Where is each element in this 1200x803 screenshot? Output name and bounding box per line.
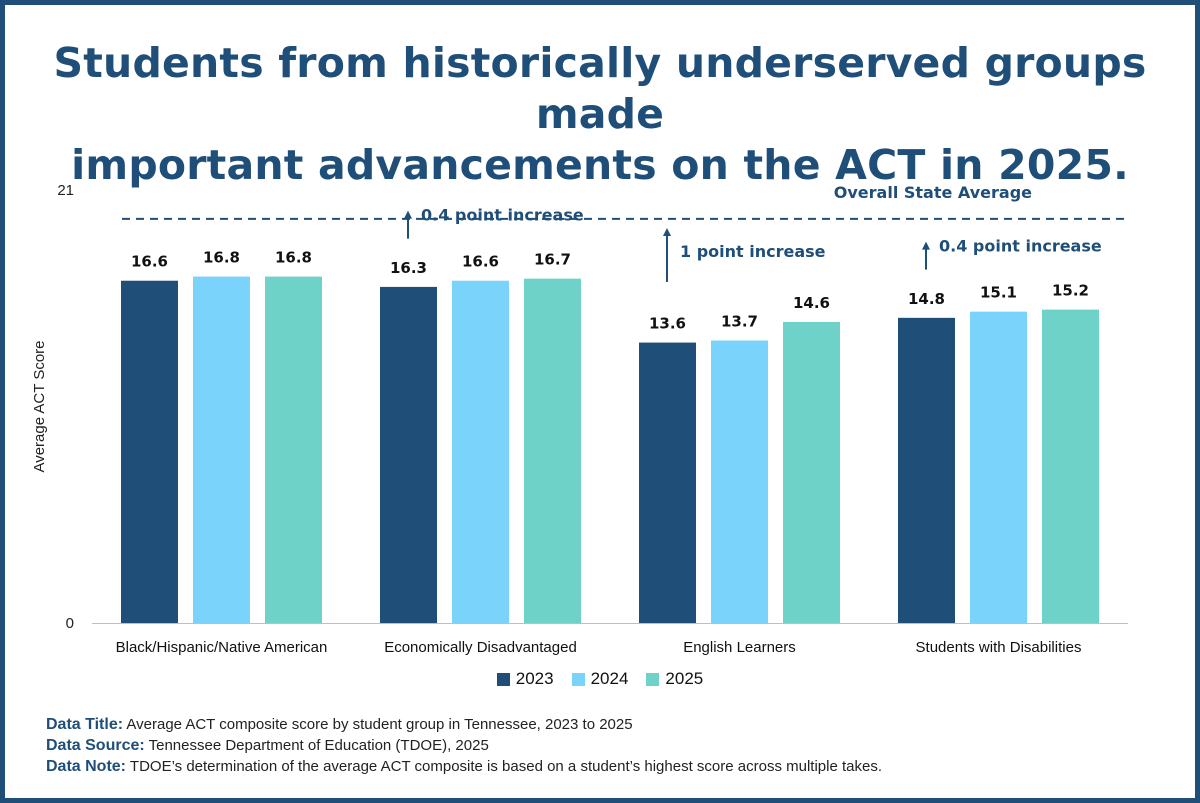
bar-value-label-2024-1: 16.6	[462, 253, 499, 271]
bar-value-label-2025-1: 16.7	[534, 251, 571, 269]
data-source-label: Data Source:	[46, 737, 145, 754]
data-note-row: Data Note: TDOE’s determination of the a…	[46, 756, 1166, 777]
bar-2023-2	[639, 342, 696, 623]
chart-legend: 2023 2024 2025	[0, 669, 1200, 689]
title-line-1: Students from historically underserved g…	[53, 39, 1147, 138]
bar-2024-0	[193, 276, 250, 623]
bar-value-label-2023-1: 16.3	[390, 259, 427, 277]
data-source-row: Data Source: Tennessee Department of Edu…	[46, 735, 1166, 756]
legend-item-2024: 2024	[571, 669, 629, 689]
bar-value-label-2025-0: 16.8	[275, 249, 312, 267]
bar-value-label-2024-2: 13.7	[721, 313, 758, 331]
bar-2023-0	[121, 280, 178, 623]
annotation-label-2: 0.4 point increase	[939, 237, 1102, 256]
data-note-label: Data Note:	[46, 758, 127, 775]
legend-swatch-2025	[646, 672, 660, 686]
data-footer: Data Title: Average ACT composite score …	[46, 714, 1166, 777]
state-average-label: Overall State Average	[834, 183, 1032, 202]
annotation-arrow-head-0	[404, 210, 412, 219]
bar-value-label-2023-3: 14.8	[908, 290, 945, 308]
data-title-label: Data Title:	[46, 716, 124, 733]
bar-value-label-2025-2: 14.6	[793, 294, 830, 312]
bar-2025-0	[265, 276, 322, 623]
y-tick-label-max: 21	[57, 182, 74, 199]
y-axis-label: Average ACT Score	[31, 340, 48, 472]
data-title-row: Data Title: Average ACT composite score …	[46, 714, 1166, 735]
category-label-1: Economically Disadvantaged	[384, 639, 577, 656]
legend-item-2023: 2023	[496, 669, 554, 689]
bar-2024-3	[970, 311, 1027, 623]
legend-swatch-2023	[496, 672, 510, 686]
category-label-2: English Learners	[683, 639, 796, 656]
bar-2024-2	[711, 340, 768, 623]
data-note-text: TDOE’s determination of the average ACT …	[129, 758, 882, 775]
bar-value-label-2024-0: 16.8	[203, 249, 240, 267]
title-line-2: important advancements on the ACT in 202…	[71, 141, 1129, 189]
bar-value-label-2023-0: 16.6	[131, 253, 168, 271]
legend-item-2025: 2025	[646, 669, 703, 689]
annotation-arrow-head-2	[922, 241, 930, 250]
annotation-label-0: 0.4 point increase	[421, 206, 584, 225]
annotation-label-1: 1 point increase	[680, 242, 826, 261]
bar-2025-2	[783, 321, 840, 623]
bar-2023-3	[898, 317, 955, 623]
bar-2025-3	[1042, 309, 1099, 623]
bar-2023-1	[380, 286, 437, 623]
annotation-arrow-head-1	[663, 227, 671, 236]
legend-label-2023: 2023	[515, 669, 554, 688]
legend-label-2024: 2024	[590, 669, 629, 688]
bar-2025-1	[524, 278, 581, 623]
category-label-3: Students with Disabilities	[916, 639, 1082, 656]
data-title-text: Average ACT composite score by student g…	[126, 716, 633, 733]
bar-value-label-2023-2: 13.6	[649, 315, 686, 333]
bar-value-label-2025-3: 15.2	[1052, 282, 1089, 300]
data-source-text: Tennessee Department of Education (TDOE)…	[148, 737, 489, 754]
bar-value-label-2024-3: 15.1	[980, 284, 1017, 302]
y-tick-label-min: 0	[66, 615, 74, 632]
legend-label-2025: 2025	[665, 669, 704, 688]
category-label-0: Black/Hispanic/Native American	[116, 639, 328, 656]
legend-swatch-2024	[571, 672, 585, 686]
bar-2024-1	[452, 280, 509, 623]
page-title: Students from historically underserved g…	[40, 38, 1160, 191]
